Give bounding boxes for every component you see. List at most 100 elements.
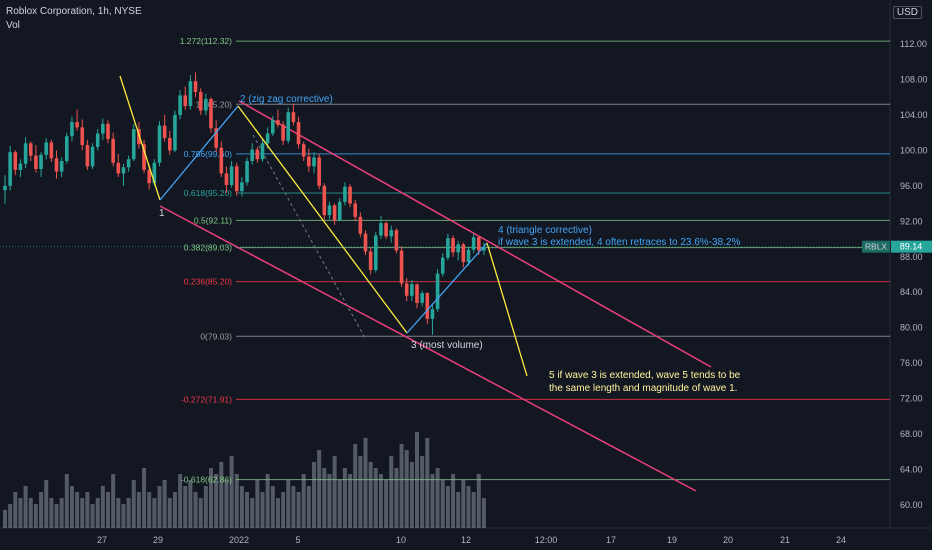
price-tick-label: 72.00 [900,394,923,404]
volume-bar [44,480,49,528]
volume-bar [384,480,389,528]
fib-level-label: -0.618(62.86) [181,475,232,485]
candle-body [152,162,157,184]
wave-4-note: if wave 3 is extended, 4 often retraces … [498,237,740,248]
candle-body [80,127,85,146]
symbol-tag-bg [862,240,890,253]
fib-level-label: 0.5(92.11) [194,215,232,225]
volume-bar [39,492,44,528]
volume-bar [203,486,208,528]
candle-body [85,145,90,167]
candle-body [121,167,126,174]
volume-bar [80,498,85,528]
candle-body [374,235,378,271]
volume-bar [126,498,131,528]
candle-body [173,114,177,151]
volume-bar [317,450,322,528]
fib-level-label: 0.382(89.03) [184,243,232,253]
wave-5-label: 5 if wave 3 is extended, wave 5 tends to… [549,370,741,381]
volume-bar [281,492,286,528]
candle-body [111,138,115,163]
volume-bar [425,438,430,528]
time-tick-label: 24 [836,535,846,545]
price-tick-label: 104.00 [900,110,928,120]
candle-body [471,237,476,250]
time-tick-label: 12:00 [535,535,558,545]
fib-level-label: 0.236(85.20) [184,277,232,287]
volume-bar [471,492,476,528]
time-tick-label: 21 [780,535,790,545]
volume-bar [59,498,64,528]
price-tick-label: 100.00 [900,145,928,155]
fib-level-label: -0.272(71.91) [181,394,232,404]
candle-body [420,293,424,303]
volume-bar [260,492,265,528]
candle-body [204,98,208,111]
volume-bar [430,474,435,528]
channel-upper-line [238,100,712,368]
wave-4-5-line [486,242,528,377]
currency-selector[interactable]: USD [892,6,922,19]
volume-bar [172,492,177,528]
volume-bar [23,486,28,528]
volume-bar [49,498,54,528]
volume-bar [111,474,116,528]
candle-body [440,257,445,274]
volume-bar [90,504,95,528]
wave-1-label: 1 [159,208,165,219]
candle-body [435,273,440,310]
volume-bar [131,480,136,528]
candle-body [281,124,285,141]
price-tick-label: 108.00 [900,74,928,84]
candle-body [34,155,38,170]
volume-bar [183,486,188,528]
volume-bar [239,486,244,528]
candle-body [451,238,455,253]
candle-body [245,161,249,183]
volume-bar [327,474,332,528]
candle-body [18,163,23,170]
fib-level-label: 1.272(112.32) [180,36,232,46]
wave-2-label: 2 (zig zag corrective) [240,94,333,105]
candle-body [466,249,471,263]
candle-body [260,143,265,160]
price-tick-label: 68.00 [900,429,923,439]
candle-body [301,144,306,157]
volume-bar [342,468,347,528]
price-tick-label: 92.00 [900,216,923,226]
candle-body [59,161,64,172]
volume-bar [389,456,394,528]
volume-bar [152,498,157,528]
volume-bar [373,468,378,528]
candle-body [229,166,234,185]
candle-body [224,173,229,185]
volume-bar [409,462,414,528]
volume-bar [445,486,450,528]
volume-bar [399,444,404,528]
volume-bar [265,474,270,528]
candle-body [157,125,162,163]
volume-bar [18,498,23,528]
candle-body [142,144,146,170]
time-tick-label: 20 [723,535,733,545]
volume-bar [420,456,425,528]
candle-body [188,81,193,107]
symbol-title: Roblox Corporation, 1h, NYSE [6,6,142,17]
volume-bar [136,492,141,528]
candle-body [327,205,332,216]
candle-body [49,142,54,159]
volume-bar [451,474,456,528]
price-tick-label: 84.00 [900,287,923,297]
candle-body [240,182,244,192]
volume-bar [286,480,291,528]
fib-level-label: 1(105.20) [196,99,233,109]
candle-body [399,250,404,284]
volume-bar [219,462,224,528]
candle-body [477,237,481,251]
candle-body [410,284,414,296]
candle-body [265,133,270,144]
volume-bar [121,504,126,528]
volume-bar [348,474,353,528]
candle-body [75,122,79,128]
